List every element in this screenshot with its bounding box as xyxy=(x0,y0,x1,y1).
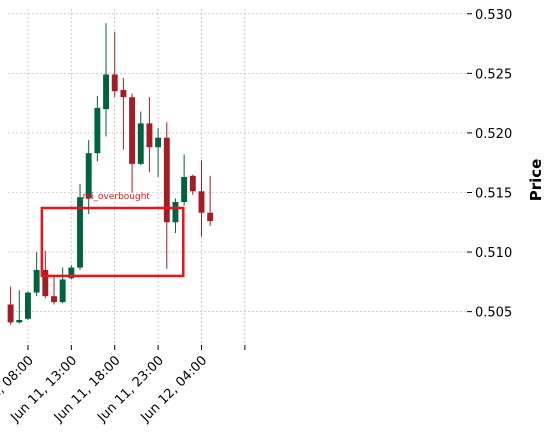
annotations: rsi_overbought xyxy=(40,192,185,278)
y-tick-label: 0.505 xyxy=(475,306,512,321)
candle-body xyxy=(85,153,92,199)
candle-body xyxy=(33,269,40,293)
candle-body xyxy=(146,123,153,148)
candle-body xyxy=(77,197,83,268)
grid-lines xyxy=(8,9,467,345)
y-tick-label: 0.520 xyxy=(475,127,512,142)
candle-body xyxy=(137,123,144,164)
candle-body xyxy=(51,296,57,303)
candle-body xyxy=(120,90,127,98)
candle-body xyxy=(129,97,136,164)
candle-body xyxy=(7,304,14,323)
y-tick-label: 0.530 xyxy=(475,8,512,23)
candle-body xyxy=(42,269,49,297)
candle-body xyxy=(103,74,109,110)
candle-body xyxy=(94,107,101,154)
y-tick-label: 0.525 xyxy=(475,67,512,82)
annotation-label: rsi_overbought xyxy=(83,192,151,202)
candle-body xyxy=(172,202,179,223)
y-tick-label: 0.515 xyxy=(475,186,512,201)
candle-body xyxy=(25,292,31,319)
candles xyxy=(7,23,214,325)
candle-body xyxy=(68,267,75,279)
y-tick-label: 0.510 xyxy=(475,246,512,261)
candle-body xyxy=(155,137,162,148)
candle-body xyxy=(163,137,170,223)
candle-body xyxy=(181,177,188,203)
candle-body xyxy=(207,212,214,222)
candle-body xyxy=(111,74,118,92)
candle-body xyxy=(16,319,23,323)
y-axis-label: Price xyxy=(527,159,545,202)
candle-body xyxy=(189,175,196,192)
candle-body xyxy=(59,279,66,303)
candle-body xyxy=(198,191,205,213)
annotation-box xyxy=(40,206,185,278)
